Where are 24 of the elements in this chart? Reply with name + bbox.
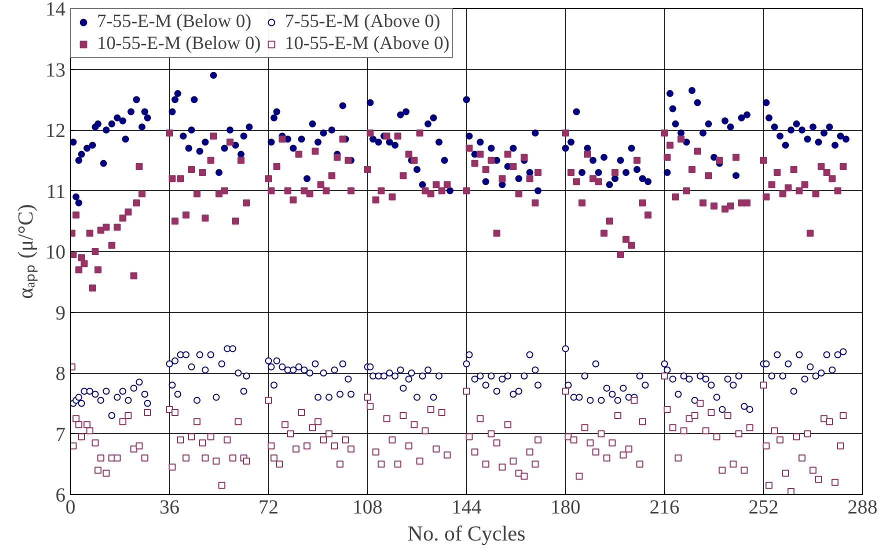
y-tick-label: 8 <box>56 363 66 385</box>
x-tick-label: 0 <box>66 496 76 518</box>
x-axis-title: No. of Cycles <box>408 522 526 546</box>
y-tick-label: 6 <box>56 484 66 506</box>
y-tick-label: 14 <box>46 0 66 20</box>
y-tick-label: 9 <box>56 302 66 324</box>
x-tick-label: 144 <box>452 496 482 518</box>
x-tick-label: 252 <box>748 496 778 518</box>
x-tick-label: 36 <box>160 496 180 518</box>
y-tick-label: 11 <box>46 180 66 203</box>
x-tick-label: 72 <box>258 496 278 518</box>
y-axis-title: αₐₚₚ (μ/°C) <box>14 204 38 299</box>
x-tick-label: 288 <box>848 496 878 518</box>
legend-label: 10-55-E-M (Above 0) <box>284 33 450 55</box>
legend-label: 7-55-E-M (Below 0) <box>97 11 252 33</box>
y-tick-label: 13 <box>46 59 66 82</box>
legend-label: 7-55-E-M (Above 0) <box>284 11 440 33</box>
legend-label: 10-55-E-M (Below 0) <box>97 33 261 55</box>
y-tick-label: 10 <box>46 242 66 264</box>
x-tick-label: 108 <box>352 496 382 518</box>
x-tick-label: 216 <box>650 496 680 518</box>
y-tick-label: 7 <box>56 424 66 446</box>
y-tick-label: 12 <box>46 120 66 142</box>
x-tick-label: 180 <box>550 496 580 518</box>
